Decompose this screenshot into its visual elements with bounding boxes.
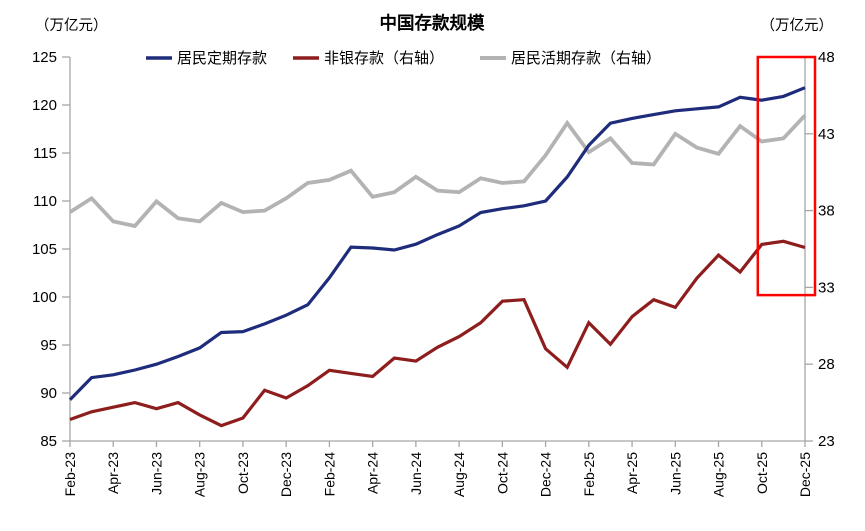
x-axis-tick-label: Aug-24 bbox=[451, 452, 467, 497]
left-axis-tick-label: 125 bbox=[32, 49, 57, 66]
x-axis-tick-label: Oct-24 bbox=[494, 452, 510, 494]
right-axis-tick-label: 43 bbox=[818, 126, 835, 143]
x-axis-tick-label: Apr-25 bbox=[624, 452, 640, 494]
x-axis-tick-label: Oct-25 bbox=[754, 452, 770, 494]
demand-deposits-line bbox=[68, 114, 807, 229]
nonbank-deposits-line bbox=[69, 239, 806, 428]
x-axis-tick-label: Dec-23 bbox=[278, 452, 294, 497]
x-axis-tick-label: Dec-24 bbox=[538, 452, 554, 497]
chart-title: 中国存款规模 bbox=[380, 13, 485, 33]
left-axis-tick-label: 90 bbox=[40, 385, 57, 402]
right-axis-tick-label: 23 bbox=[818, 433, 835, 450]
x-axis-tick-label: Aug-25 bbox=[711, 452, 727, 497]
left-axis-tick-label: 120 bbox=[32, 97, 57, 114]
x-axis-tick-label: Feb-25 bbox=[581, 452, 597, 497]
left-axis-unit-label: （万亿元） bbox=[35, 17, 108, 34]
legend-label-nonbank-deposits: 非银存款（右轴） bbox=[324, 50, 444, 67]
left-axis-tick-label: 95 bbox=[40, 337, 57, 354]
left-axis-tick-label: 100 bbox=[32, 289, 57, 306]
right-axis-tick-label: 28 bbox=[818, 356, 835, 373]
x-axis-tick-label: Jun-23 bbox=[148, 452, 164, 495]
x-axis-tick-label: Dec-25 bbox=[797, 452, 813, 497]
right-axis-tick-label: 33 bbox=[818, 279, 835, 296]
highlight-box bbox=[756, 55, 817, 297]
right-axis-tick-label: 38 bbox=[818, 203, 835, 220]
right-axis-unit-label: （万亿元） bbox=[761, 17, 834, 34]
x-axis-tick-label: Aug-23 bbox=[192, 452, 208, 497]
time-deposits-line bbox=[68, 86, 806, 401]
x-axis-tick-label: Feb-24 bbox=[321, 452, 337, 497]
right-axis-tick-label: 48 bbox=[818, 49, 835, 66]
plot-area: 85 90 95 100 105 110 115 120 125 23 28 33 38 43 48 Feb-… bbox=[32, 49, 835, 497]
left-axis-tick-label: 85 bbox=[40, 433, 57, 450]
x-axis-tick-label: Oct-23 bbox=[235, 452, 251, 494]
x-axis-tick-label: Feb-23 bbox=[62, 452, 78, 497]
left-axis-tick-label: 110 bbox=[33, 193, 57, 210]
x-axis-tick-label: Jun-24 bbox=[408, 452, 424, 495]
legend-label-demand-deposits: 居民活期存款（右轴） bbox=[511, 50, 661, 67]
x-axis-tick-label: Jun-25 bbox=[667, 452, 683, 495]
legend-label-time-deposits: 居民定期存款 bbox=[177, 50, 267, 67]
x-axis-tick-label: Apr-23 bbox=[105, 452, 121, 494]
left-axis-tick-label: 115 bbox=[33, 145, 57, 162]
x-axis-tick-label: Apr-24 bbox=[365, 452, 381, 494]
left-axis-tick-label: 105 bbox=[32, 241, 57, 258]
